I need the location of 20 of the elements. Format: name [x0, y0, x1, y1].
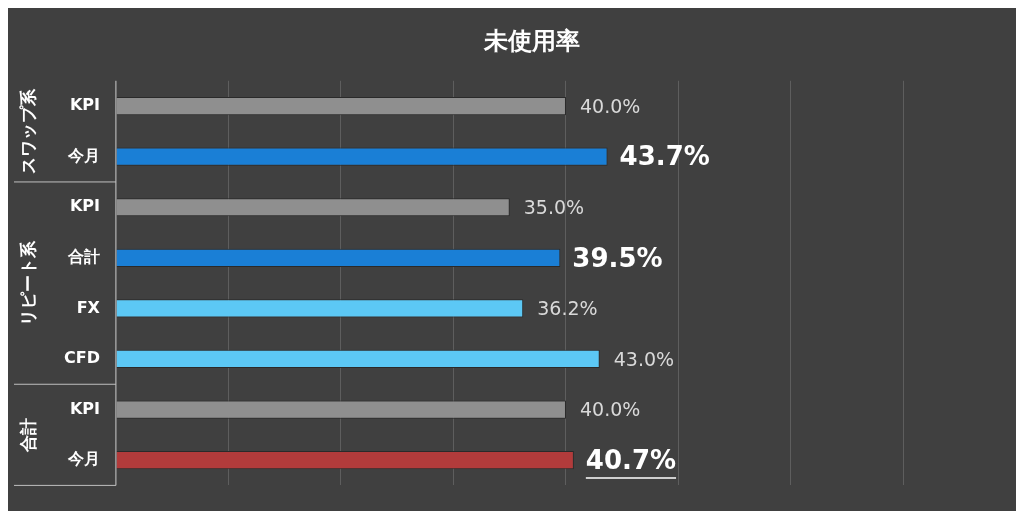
text: 合計 [18, 417, 39, 453]
data-label: 39.5% [572, 242, 663, 273]
y-tick-label: KPI [69, 95, 100, 115]
data-label: 40.0% [579, 398, 641, 421]
data-label: 40.7% [585, 444, 677, 475]
data-label: 35.0% [523, 196, 585, 219]
data-label: 43.0% [613, 347, 675, 370]
y-tick-label: 今月 [66, 145, 100, 165]
text: スワップ系 [18, 87, 39, 174]
y-tick-label: KPI [69, 398, 100, 418]
y-tick-label: FX [76, 297, 101, 317]
y-tick-label: KPI [69, 196, 100, 216]
y-tick-label: 今月 [66, 449, 100, 469]
data-label: 43.7% [619, 141, 710, 172]
chart-title: 未使用率 [483, 26, 580, 55]
y-tick-label: CFD [64, 348, 100, 368]
text: リピート系 [18, 239, 39, 326]
data-label: 40.0% [579, 95, 641, 118]
y-tick-label: 合計 [66, 246, 100, 266]
data-label: 36.2% [537, 297, 598, 320]
